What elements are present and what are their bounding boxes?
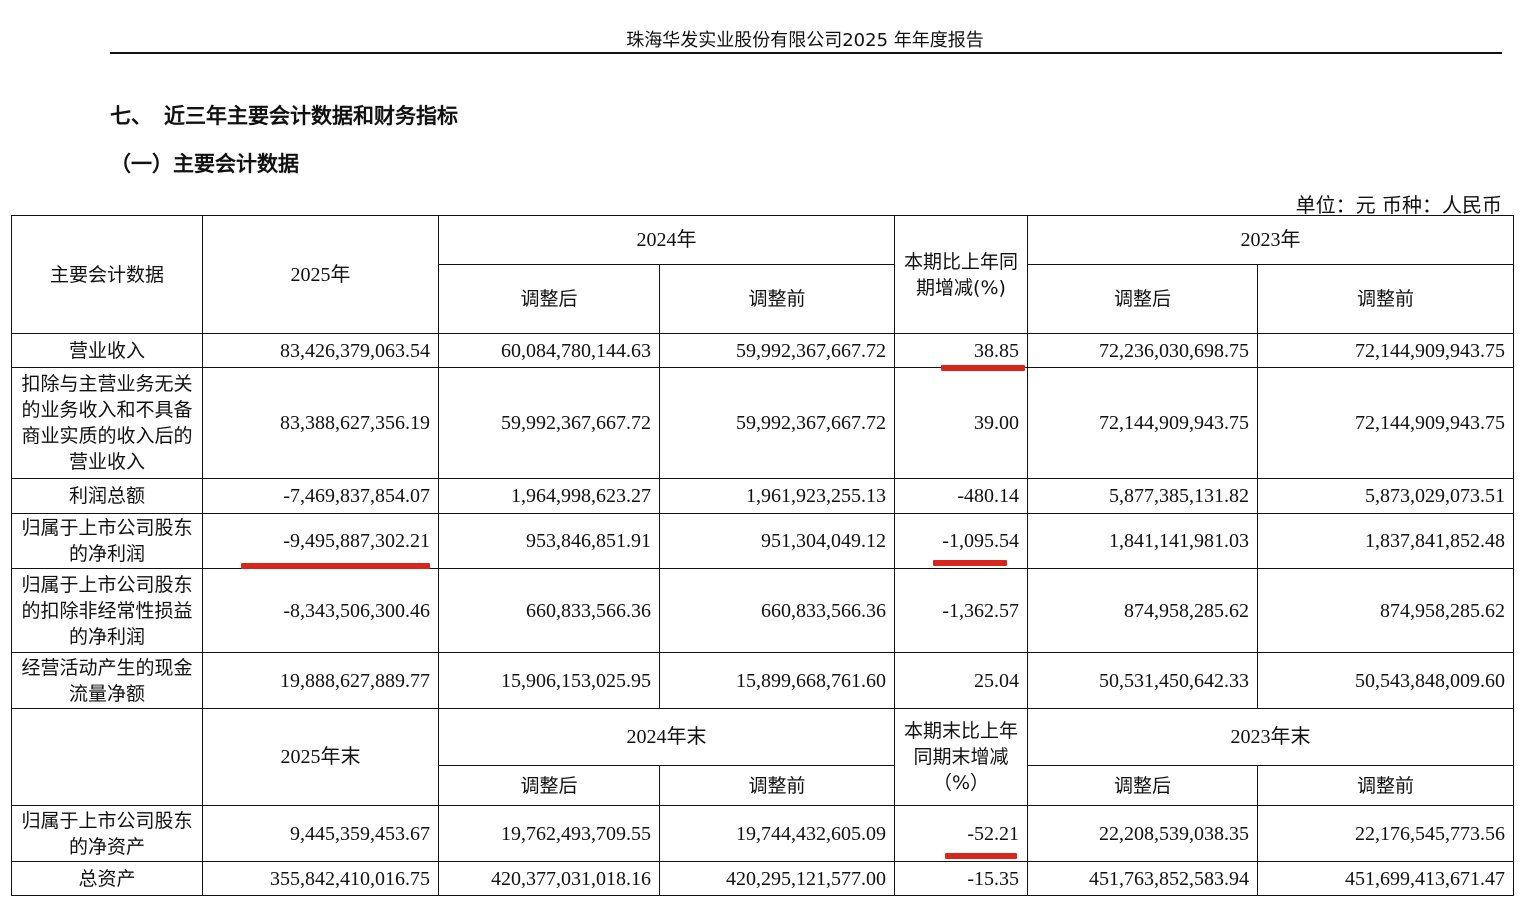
cell-change: -480.14	[894, 478, 1028, 514]
header-2024-end-before: 调整前	[659, 765, 895, 806]
header-2023-end-before: 调整前	[1257, 765, 1514, 806]
table-row: 总资产 355,842,410,016.75 420,377,031,018.1…	[11, 861, 1514, 896]
header-period-end-change: 本期末比上年同期末增减（%）	[894, 708, 1028, 806]
cell-2025: -9,495,887,302.21	[202, 513, 439, 569]
highlight-underline-revenue-change	[941, 365, 1025, 371]
header-2025-end: 2025年末	[202, 708, 439, 806]
header-item-period-end	[11, 708, 203, 806]
header-item: 主要会计数据	[11, 215, 203, 334]
cell-change: -1,095.54	[894, 513, 1028, 569]
row-label: 归属于上市公司股东的净资产	[11, 805, 203, 862]
header-2023-adjusted: 调整后	[1027, 264, 1258, 334]
cell-2025-end: 355,842,410,016.75	[202, 861, 439, 896]
cell-2023-before: 72,144,909,943.75	[1257, 367, 1514, 479]
report-header-title: 珠海华发实业股份有限公司2025 年年度报告	[626, 30, 984, 51]
row-label: 利润总额	[11, 478, 203, 514]
cell-change: -52.21	[894, 805, 1028, 862]
row-label: 营业收入	[11, 333, 203, 368]
cell-2024-before: 59,992,367,667.72	[659, 333, 895, 368]
header-2024-end-adjusted: 调整后	[438, 765, 660, 806]
cell-2024-adjusted: 660,833,566.36	[438, 568, 660, 653]
row-label: 总资产	[11, 861, 203, 896]
row-label: 归属于上市公司股东的扣除非经常性损益的净利润	[11, 568, 203, 653]
cell-change: 25.04	[894, 652, 1028, 709]
table-row: 归属于上市公司股东的净利润 -9,495,887,302.21 953,846,…	[11, 513, 1514, 569]
table-row: 利润总额 -7,469,837,854.07 1,964,998,623.27 …	[11, 478, 1514, 514]
highlight-underline-net-assets-change	[945, 853, 1017, 859]
cell-2023-before: 1,837,841,852.48	[1257, 513, 1514, 569]
cell-change: 39.00	[894, 367, 1028, 479]
cell-2025: 83,426,379,063.54	[202, 333, 439, 368]
cell-2023-adjusted: 72,144,909,943.75	[1027, 367, 1258, 479]
header-2023-end: 2023年末	[1027, 708, 1514, 766]
cell-2025: 19,888,627,889.77	[202, 652, 439, 709]
cell-2025: -7,469,837,854.07	[202, 478, 439, 514]
cell-2024-before: 59,992,367,667.72	[659, 367, 895, 479]
cell-2023-end-before: 22,176,545,773.56	[1257, 805, 1514, 862]
cell-2024-before: 951,304,049.12	[659, 513, 895, 569]
cell-2023-before: 50,543,848,009.60	[1257, 652, 1514, 709]
section-number: 七、	[110, 104, 152, 128]
cell-change: -1,362.57	[894, 568, 1028, 653]
header-2023: 2023年	[1027, 215, 1514, 265]
cell-2024-before: 660,833,566.36	[659, 568, 895, 653]
cell-2023-end-adjusted: 22,208,539,038.35	[1027, 805, 1258, 862]
cell-2024-adjusted: 59,992,367,667.72	[438, 367, 660, 479]
table-row: 营业收入 83,426,379,063.54 60,084,780,144.63…	[11, 333, 1514, 368]
cell-2023-adjusted: 72,236,030,698.75	[1027, 333, 1258, 368]
cell-2023-adjusted: 874,958,285.62	[1027, 568, 1258, 653]
cell-2025: 83,388,627,356.19	[202, 367, 439, 479]
cell-2023-before: 72,144,909,943.75	[1257, 333, 1514, 368]
header-2024-end: 2024年末	[438, 708, 895, 766]
cell-2024-adjusted: 15,906,153,025.95	[438, 652, 660, 709]
header-yoy-change: 本期比上年同期增减(%)	[894, 215, 1028, 334]
header-2024-before: 调整前	[659, 264, 895, 334]
header-2023-before: 调整前	[1257, 264, 1514, 334]
subsection-title: （一）主要会计数据	[110, 152, 299, 176]
cell-2024-end-before: 19,744,432,605.09	[659, 805, 895, 862]
cell-2023-adjusted: 1,841,141,981.03	[1027, 513, 1258, 569]
cell-2023-before: 5,873,029,073.51	[1257, 478, 1514, 514]
table-row: 归属于上市公司股东的净资产 9,445,359,453.67 19,762,49…	[11, 805, 1514, 862]
cell-2024-before: 1,961,923,255.13	[659, 478, 895, 514]
table-row: 扣除与主营业务无关的业务收入和不具备商业实质的收入后的营业收入 83,388,6…	[11, 367, 1514, 479]
cell-2024-adjusted: 1,964,998,623.27	[438, 478, 660, 514]
cell-2024-end-before: 420,295,121,577.00	[659, 861, 895, 896]
header-2024: 2024年	[438, 215, 895, 265]
header-2025: 2025年	[202, 215, 439, 334]
header-2024-adjusted: 调整后	[438, 264, 660, 334]
cell-2023-end-adjusted: 451,763,852,583.94	[1027, 861, 1258, 896]
cell-2023-end-before: 451,699,413,671.47	[1257, 861, 1514, 896]
table-row: 归属于上市公司股东的扣除非经常性损益的净利润 -8,343,506,300.46…	[11, 568, 1514, 653]
section-title: 七、 近三年主要会计数据和财务指标	[110, 100, 458, 130]
cell-2024-adjusted: 60,084,780,144.63	[438, 333, 660, 368]
cell-2025: -8,343,506,300.46	[202, 568, 439, 653]
cell-2024-end-adjusted: 19,762,493,709.55	[438, 805, 660, 862]
highlight-underline-net-profit-2025	[241, 563, 430, 569]
cell-2025-end: 9,445,359,453.67	[202, 805, 439, 862]
cell-2023-adjusted: 50,531,450,642.33	[1027, 652, 1258, 709]
cell-change: -15.35	[894, 861, 1028, 896]
highlight-underline-net-profit-change	[933, 560, 1007, 566]
row-label: 扣除与主营业务无关的业务收入和不具备商业实质的收入后的营业收入	[11, 367, 203, 479]
row-label: 经营活动产生的现金流量净额	[11, 652, 203, 709]
section-title-text: 近三年主要会计数据和财务指标	[164, 104, 458, 128]
cell-2024-before: 15,899,668,761.60	[659, 652, 895, 709]
header-2023-end-adjusted: 调整后	[1027, 765, 1258, 806]
cell-2024-adjusted: 953,846,851.91	[438, 513, 660, 569]
header-rule	[110, 52, 1502, 54]
row-label: 归属于上市公司股东的净利润	[11, 513, 203, 569]
cell-2023-adjusted: 5,877,385,131.82	[1027, 478, 1258, 514]
main-accounting-data-table: 主要会计数据 2025年 2024年 本期比上年同期增减(%) 2023年 调整…	[11, 215, 1514, 896]
unit-currency-line: 单位：元 币种：人民币	[1295, 193, 1502, 217]
cell-change: 38.85	[894, 333, 1028, 368]
cell-2024-end-adjusted: 420,377,031,018.16	[438, 861, 660, 896]
cell-2023-before: 874,958,285.62	[1257, 568, 1514, 653]
table-row: 经营活动产生的现金流量净额 19,888,627,889.77 15,906,1…	[11, 652, 1514, 709]
